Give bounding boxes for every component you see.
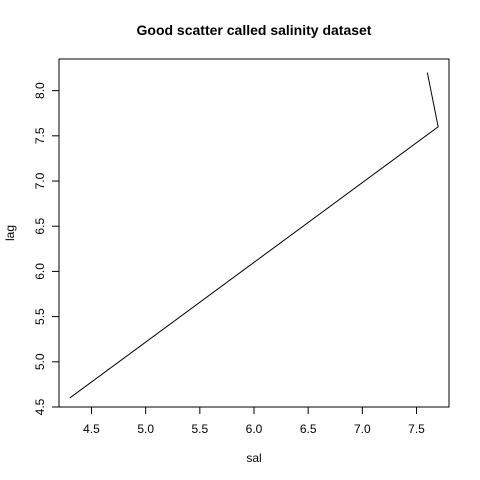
y-tick-label: 8.0 (33, 82, 47, 99)
chart-title: Good scatter called salinity dataset (137, 22, 372, 38)
x-tick-label: 6.0 (246, 422, 263, 436)
y-axis: 4.5 5.0 5.5 6.0 6.5 7.0 7.5 8.0 (33, 82, 60, 415)
y-tick-label: 7.5 (33, 127, 47, 144)
x-tick-label: 5.0 (137, 422, 154, 436)
series-line (69, 72, 439, 399)
y-tick-label: 6.0 (33, 263, 47, 280)
x-tick-label: 7.5 (408, 422, 425, 436)
y-tick-label: 7.0 (33, 172, 47, 189)
y-tick-label: 5.0 (33, 353, 47, 370)
y-axis-label: lag (3, 225, 17, 241)
y-tick-label: 6.5 (33, 218, 47, 235)
x-axis: 4.5 5.0 5.5 6.0 6.5 7.0 7.5 (83, 406, 425, 436)
x-axis-label: sal (246, 451, 261, 465)
data-series (69, 72, 439, 399)
x-tick-label: 4.5 (83, 422, 100, 436)
y-tick-label: 5.5 (33, 308, 47, 325)
y-tick-label: 4.5 (33, 398, 47, 415)
x-tick-label: 7.0 (354, 422, 371, 436)
x-tick-label: 5.5 (191, 422, 208, 436)
x-tick-label: 6.5 (300, 422, 317, 436)
plot-frame (58, 58, 450, 408)
